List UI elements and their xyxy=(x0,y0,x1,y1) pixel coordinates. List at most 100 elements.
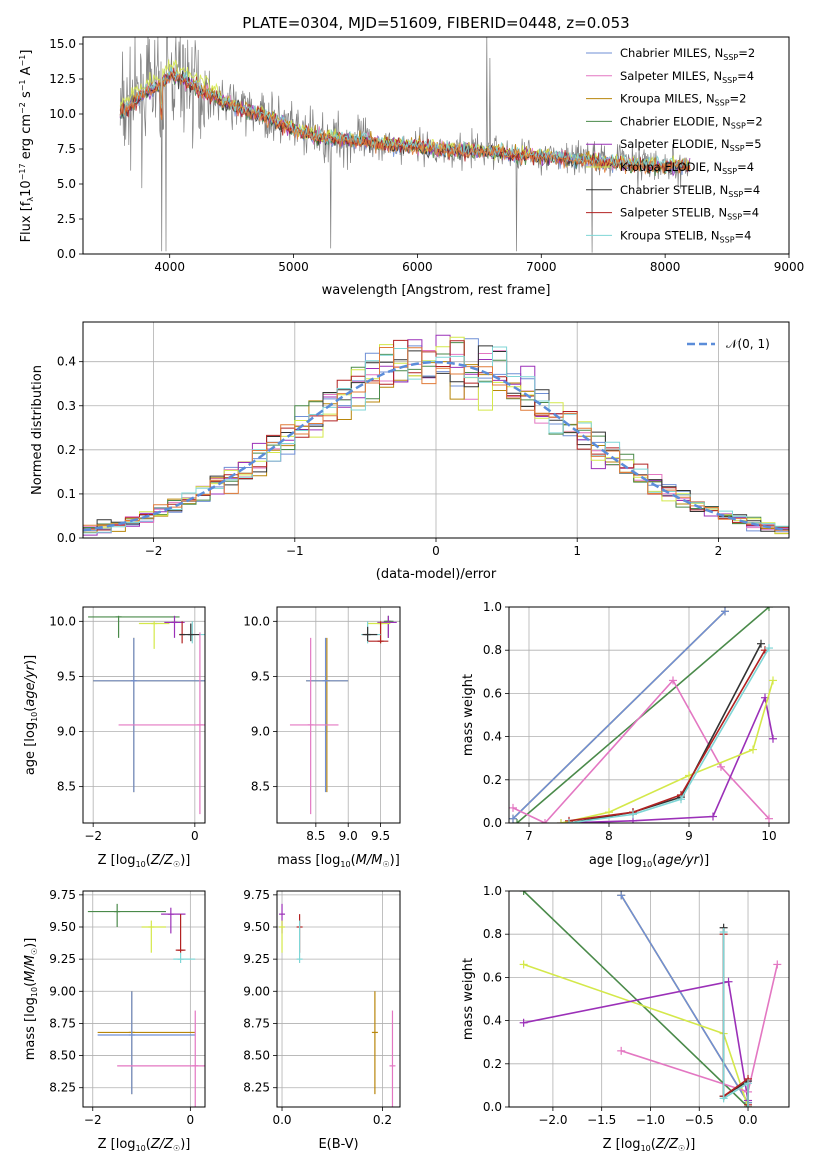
series-line xyxy=(523,891,749,1107)
y-axis-label: mass weight xyxy=(461,674,476,756)
errorbar-point xyxy=(138,621,170,649)
model-spectrum xyxy=(119,71,691,175)
series-marker xyxy=(669,676,677,685)
x-tick-label: 9.0 xyxy=(339,829,358,843)
x-tick-label: 9 xyxy=(685,829,693,843)
series-marker xyxy=(765,607,773,611)
normal-curve xyxy=(83,360,787,532)
y-tick-label: 10.0 xyxy=(49,614,76,628)
y-tick-label: 0.8 xyxy=(483,927,502,941)
series-line xyxy=(620,894,749,1104)
errorbar-point xyxy=(279,920,286,953)
y-tick-label: 8.25 xyxy=(49,1081,76,1095)
y-tick-label: 0.2 xyxy=(483,1057,502,1071)
series-marker xyxy=(721,607,729,616)
x-tick-label: 0.0 xyxy=(272,1113,291,1127)
y-tick-label: 15.0 xyxy=(49,37,76,51)
errorbar-point xyxy=(371,991,378,1095)
series-marker xyxy=(541,819,549,823)
series-marker xyxy=(749,745,757,754)
chart-age-vs-Z: −2 0 8.5 9.0 9.5 10.0 Z [log10(Z/Z☉)] age [log1… xyxy=(23,606,206,869)
y-tick-label: 9.5 xyxy=(57,669,76,683)
chart-residuals: −2 −1 0 1 2 0.0 0.1 0.2 0.3 0.4 𝒩(0, 1) (data-model… xyxy=(30,321,790,582)
y-axis-label: age [log10(age/yr)] xyxy=(23,655,39,775)
axes-frame xyxy=(276,890,401,1108)
errorbar-point xyxy=(296,920,303,963)
x-tick-label: 2 xyxy=(715,544,723,558)
legend-entry: Salpeter STELIB, NSSP=4 xyxy=(586,206,759,222)
errorbar-point xyxy=(306,637,349,793)
legend-label: Kroupa MILES, NSSP=2 xyxy=(620,92,746,108)
errorbar-point xyxy=(367,621,391,644)
errorbar-point xyxy=(361,621,381,644)
y-tick-label: 1.0 xyxy=(483,884,502,898)
legend-label: Salpeter MILES, NSSP=4 xyxy=(620,69,754,85)
axes-frame xyxy=(82,890,206,1108)
y-axis-label: Flux [fλ10−17 erg cm−2 s−1 A−1] xyxy=(18,50,35,243)
y-tick-label: 8.5 xyxy=(251,780,270,794)
y-tick-label: 0.4 xyxy=(57,355,76,369)
x-tick-label: 9000 xyxy=(774,260,805,274)
legend-label: Chabrier ELODIE, NSSP=2 xyxy=(620,114,763,130)
x-tick-label: −1.5 xyxy=(587,1113,616,1127)
y-tick-label: 0.2 xyxy=(483,773,502,787)
plot-area xyxy=(87,903,205,1107)
chart-mass-vs-EBV: 0.0 0.2 8.25 8.50 8.75 9.00 9.25 9.50 9.75 E(B-V) xyxy=(243,888,401,1152)
x-tick-label: 0 xyxy=(187,1113,195,1127)
series-marker xyxy=(765,814,773,823)
legend-label: Chabrier STELIB, NSSP=4 xyxy=(620,183,760,199)
plot-area xyxy=(519,891,782,1107)
x-tick-label: −1 xyxy=(286,544,304,558)
series-line xyxy=(568,647,770,823)
y-tick-label: 9.00 xyxy=(49,984,76,998)
y-tick-label: 0.0 xyxy=(57,531,76,545)
errorbar-point xyxy=(88,615,180,638)
chart-age-vs-mass: 8.5 9.0 9.5 8.5 9.0 9.5 10.0 mass [log10(M/M☉)] xyxy=(243,606,401,869)
y-tick-label: 9.0 xyxy=(251,725,270,739)
errorbar-point xyxy=(161,907,186,934)
legend-entry: 𝒩(0, 1) xyxy=(687,337,770,351)
legend-label: Salpeter STELIB, NSSP=4 xyxy=(620,206,759,222)
x-tick-label: 7 xyxy=(525,829,533,843)
x-tick-label: 0 xyxy=(191,829,199,843)
series-marker xyxy=(717,762,725,771)
plot-area xyxy=(119,37,691,253)
errorbar-point xyxy=(367,621,389,644)
legend-entry: Salpeter MILES, NSSP=4 xyxy=(586,69,754,85)
y-axis-label: mass [log10(M/M☉)] xyxy=(23,938,39,1061)
x-tick-label: −2 xyxy=(145,544,163,558)
errorbar-point xyxy=(173,952,196,963)
legend-entry: Chabrier STELIB, NSSP=4 xyxy=(586,183,760,199)
errorbar-point xyxy=(179,623,200,642)
y-tick-label: 9.50 xyxy=(243,920,270,934)
series-marker xyxy=(565,819,573,823)
errorbar-point xyxy=(362,626,378,642)
y-tick-label: 0.4 xyxy=(483,730,502,744)
y-tick-label: 8.25 xyxy=(243,1081,270,1095)
y-tick-label: 9.25 xyxy=(49,952,76,966)
series-marker xyxy=(617,891,626,900)
x-tick-label: 0.0 xyxy=(738,1113,757,1127)
errorbar-point xyxy=(141,920,166,953)
y-tick-label: 9.0 xyxy=(57,725,76,739)
y-tick-label: 10.0 xyxy=(243,614,270,628)
y-tick-label: 0.2 xyxy=(57,443,76,457)
legend-entry: Kroupa ELODIE, NSSP=4 xyxy=(586,160,754,176)
x-tick-label: 8000 xyxy=(650,260,681,274)
chart-mass-vs-Z: −2 0 8.25 8.50 8.75 9.00 9.25 9.50 9.75 Z [log10(… xyxy=(23,888,206,1153)
series-marker xyxy=(719,1094,728,1103)
x-tick-label: 1 xyxy=(573,544,581,558)
legend-label: Kroupa STELIB, NSSP=4 xyxy=(620,228,751,244)
errorbar-point xyxy=(93,637,205,793)
series-marker xyxy=(757,639,765,648)
axes-frame xyxy=(82,606,206,824)
figure-title: PLATE=0304, MJD=51609, FIBERID=0448, z=0… xyxy=(242,14,629,32)
legend-label: Chabrier MILES, NSSP=2 xyxy=(620,46,755,62)
legend-entry: Chabrier MILES, NSSP=2 xyxy=(586,46,755,62)
y-tick-label: 9.75 xyxy=(243,888,270,902)
x-axis-label: Z [log10(Z/Z☉)] xyxy=(603,1137,696,1153)
x-axis-label: (data-model)/error xyxy=(376,567,497,582)
chart-massweight-vs-Z: −2.0 −1.5 −1.0 −0.5 0.0 0.0 0.2 0.4 0.6 0.8 1.0 Z [… xyxy=(461,884,790,1153)
x-axis-label: Z [log10(Z/Z☉)] xyxy=(98,853,191,869)
